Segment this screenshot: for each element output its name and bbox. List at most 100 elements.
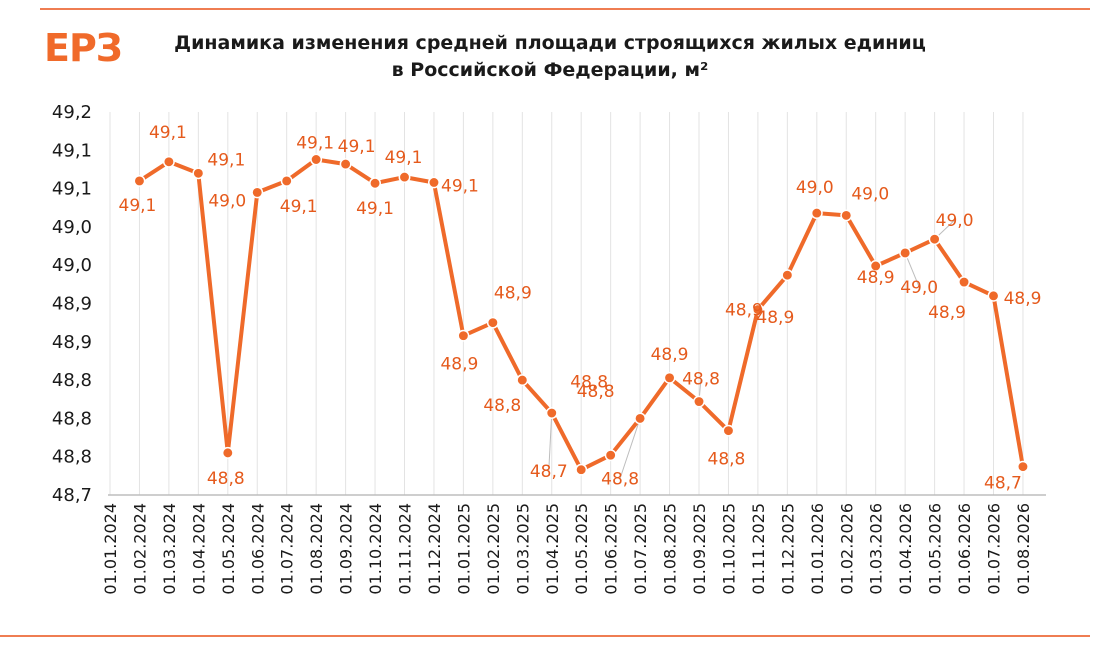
x-tick-label: 01.08.2024 bbox=[307, 503, 326, 595]
y-tick-label: 48,9 bbox=[52, 294, 92, 315]
y-tick-label: 48,8 bbox=[52, 370, 92, 391]
bottom-rule bbox=[0, 635, 1090, 637]
data-point bbox=[693, 395, 705, 408]
x-tick-label: 01.02.2026 bbox=[837, 503, 856, 595]
y-tick-label: 49,1 bbox=[52, 140, 92, 161]
data-label: 48,8 bbox=[207, 469, 245, 489]
data-point bbox=[251, 186, 264, 199]
data-point bbox=[604, 449, 617, 462]
data-label: 48,9 bbox=[857, 268, 895, 288]
data-point bbox=[928, 233, 941, 246]
x-tick-label: 01.01.2026 bbox=[808, 503, 827, 595]
data-label: 49,1 bbox=[385, 148, 423, 168]
x-tick-label: 01.01.2024 bbox=[101, 503, 120, 595]
data-label: 49,1 bbox=[338, 137, 376, 157]
data-label: 49,1 bbox=[280, 197, 318, 217]
x-tick-label: 01.12.2025 bbox=[778, 503, 797, 595]
data-label: 49,0 bbox=[936, 211, 974, 231]
x-tick-label: 01.04.2025 bbox=[543, 503, 562, 595]
x-tick-label: 01.09.2024 bbox=[337, 503, 356, 595]
data-label: 49,1 bbox=[149, 123, 187, 143]
data-label: 48,9 bbox=[756, 308, 794, 328]
data-label: 48,8 bbox=[570, 373, 608, 393]
data-point bbox=[516, 374, 529, 387]
data-label: 49,1 bbox=[207, 150, 245, 170]
x-tick-label: 01.07.2024 bbox=[278, 503, 297, 595]
x-tick-label: 01.12.2024 bbox=[425, 503, 444, 595]
data-label: 48,8 bbox=[483, 396, 521, 416]
data-point bbox=[663, 371, 676, 384]
x-tick-label: 01.04.2024 bbox=[189, 503, 208, 595]
data-label: 49,0 bbox=[900, 278, 938, 298]
x-tick-label: 01.03.2025 bbox=[513, 503, 532, 595]
data-point bbox=[575, 463, 588, 476]
data-label: 49,1 bbox=[356, 199, 394, 219]
data-point bbox=[133, 174, 146, 187]
x-tick-label: 01.06.2024 bbox=[248, 503, 267, 595]
chart-title-line1: Динамика изменения средней площади строя… bbox=[174, 32, 926, 54]
data-label: 49,0 bbox=[796, 178, 834, 198]
data-point bbox=[369, 177, 381, 190]
data-label: 48,8 bbox=[577, 382, 615, 402]
data-label: 49,1 bbox=[296, 133, 334, 153]
data-label: 49,0 bbox=[851, 184, 889, 204]
x-tick-label: 01.05.2026 bbox=[926, 503, 945, 595]
data-label: 48,9 bbox=[651, 345, 689, 365]
data-label: 48,9 bbox=[440, 355, 478, 375]
data-point bbox=[899, 246, 912, 259]
data-label: 48,9 bbox=[928, 303, 966, 323]
label-leader-line bbox=[619, 418, 641, 479]
x-tick-label: 01.10.2024 bbox=[366, 503, 385, 595]
data-label: 48,7 bbox=[984, 474, 1022, 494]
y-axis-ticks: 48,7 48,8 48,8 48,8 48,9 48,9 49,0 49,0 49,1 49,1… bbox=[52, 102, 92, 506]
data-point bbox=[545, 407, 558, 419]
y-tick-label: 48,8 bbox=[52, 408, 92, 429]
x-tick-label: 01.07.2025 bbox=[631, 503, 650, 595]
data-label: 48,8 bbox=[708, 450, 746, 470]
data-label: 49,1 bbox=[119, 196, 157, 216]
data-point bbox=[280, 174, 293, 187]
erz-logo: ЕРЗ bbox=[44, 26, 123, 70]
data-label: 49,1 bbox=[441, 176, 479, 196]
chart-title-line2: в Российской Федерации, м² bbox=[391, 59, 709, 81]
data-point bbox=[810, 207, 823, 220]
grid-lines bbox=[109, 112, 1024, 495]
top-rule bbox=[40, 8, 1090, 10]
x-tick-label: 01.04.2026 bbox=[896, 503, 915, 595]
data-label: 48,8 bbox=[682, 370, 720, 390]
x-tick-label: 01.08.2025 bbox=[661, 503, 680, 595]
y-tick-label: 48,8 bbox=[52, 447, 92, 468]
data-point bbox=[486, 316, 499, 329]
y-tick-label: 49,0 bbox=[52, 217, 92, 238]
data-point bbox=[781, 269, 794, 282]
x-tick-label: 01.08.2026 bbox=[1014, 503, 1033, 595]
data-label: 48,8 bbox=[601, 469, 639, 489]
data-point bbox=[634, 412, 647, 425]
data-point bbox=[1017, 460, 1029, 473]
data-point bbox=[339, 158, 352, 171]
data-label: 48,9 bbox=[494, 284, 532, 304]
data-labels: 49,149,149,148,849,0 49,149,1 49,149,149,1… bbox=[119, 123, 1042, 494]
x-tick-label: 01.06.2025 bbox=[602, 503, 621, 595]
x-tick-label: 01.01.2025 bbox=[454, 503, 473, 595]
data-label: 49,0 bbox=[208, 191, 246, 211]
x-tick-label: 01.03.2024 bbox=[160, 503, 179, 595]
data-label: 48,9 bbox=[725, 301, 763, 321]
data-point bbox=[958, 276, 970, 289]
x-tick-label: 01.05.2024 bbox=[219, 503, 238, 595]
data-point bbox=[840, 209, 853, 222]
x-tick-label: 01.02.2025 bbox=[484, 503, 503, 595]
data-point bbox=[987, 289, 1000, 302]
label-leader-line bbox=[548, 413, 553, 472]
x-axis-ticks: 01.01.2024 01.02.2024 01.03.2024 01.04.2024… bbox=[101, 503, 1033, 595]
data-label: 48,7 bbox=[530, 462, 568, 482]
x-tick-label: 01.06.2026 bbox=[955, 503, 974, 595]
data-point bbox=[751, 303, 764, 316]
label-leader-line bbox=[904, 252, 920, 288]
y-tick-label: 48,7 bbox=[52, 485, 92, 506]
data-points bbox=[133, 153, 1029, 476]
y-tick-label: 49,0 bbox=[52, 255, 92, 276]
x-tick-label: 01.09.2025 bbox=[690, 503, 709, 595]
data-point bbox=[428, 176, 440, 189]
